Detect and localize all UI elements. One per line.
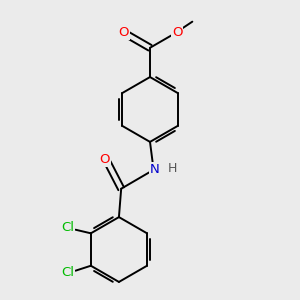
Text: O: O xyxy=(172,26,182,39)
Text: H: H xyxy=(168,162,177,176)
Text: N: N xyxy=(150,163,159,176)
Text: Cl: Cl xyxy=(61,266,74,279)
Text: O: O xyxy=(99,153,110,167)
Text: Cl: Cl xyxy=(61,221,74,234)
Text: O: O xyxy=(118,26,129,39)
